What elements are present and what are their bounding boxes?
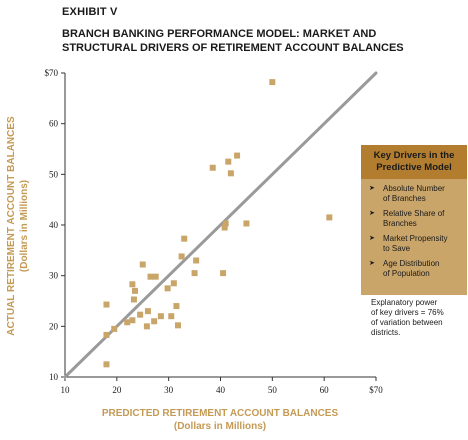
x-tick-label: 20 [112,385,122,395]
driver-item-line-2: to Save [383,243,411,253]
explanatory-note: Explanatory power of key drivers = 76% o… [371,298,466,338]
driver-item-line-2: Branches [383,218,417,228]
key-drivers-box: Key Drivers in the Predictive Model ➤ Abs… [361,145,467,295]
x-axis-label-line-2: (Dollars in Millions) [174,421,266,432]
driver-item-line-2: of Branches [383,193,426,203]
data-point [151,318,158,325]
data-point [178,253,185,260]
data-point [326,214,333,221]
y-tick-label: $70 [45,68,59,78]
driver-item-line-1: Relative Share of [383,209,445,218]
driver-item: ➤ Age Distribution of Population [369,259,463,278]
y-tick-label: 20 [49,321,59,331]
y-axis-label-line-1: ACTUAL RETIREMENT ACCOUNT BALANCES [6,116,17,336]
data-point [173,303,180,310]
x-tick-label: 50 [268,385,278,395]
x-axis-label-line-1: PREDICTED RETIREMENT ACCOUNT BALANCES [102,408,339,419]
data-point [111,325,118,332]
y-tick-label: 50 [49,169,59,179]
driver-item: ➤ Relative Share of Branches [369,209,463,228]
y-tick-label: 40 [49,220,59,230]
data-point [147,273,154,280]
key-drivers-heading-line-2: Predictive Model [376,162,452,173]
data-point [222,220,229,227]
x-tick-label: 30 [164,385,174,395]
data-point [225,158,232,165]
data-point [209,164,216,171]
data-point [193,257,200,264]
chart-title: BRANCH BANKING PERFORMANCE MODEL: MARKET… [62,27,462,55]
driver-item-line-2: of Population [383,268,430,278]
data-point [103,301,110,308]
data-point [168,313,175,320]
driver-item: ➤ Absolute Number of Branches [369,184,463,203]
data-point [139,261,146,268]
x-tick-label: 10 [61,385,71,395]
driver-item: ➤ Market Propensity to Save [369,234,463,253]
data-point [220,270,227,277]
x-tick-label: $70 [369,385,383,395]
data-point [131,287,138,294]
arrow-icon: ➤ [369,260,375,267]
data-point [129,281,136,288]
data-point [124,319,131,326]
data-points [103,79,333,368]
data-point [157,313,164,320]
data-point [170,280,177,287]
data-point [129,317,136,324]
data-point [243,220,250,227]
data-point [137,311,144,318]
chart-axes [61,72,377,381]
data-point [269,79,276,86]
x-tick-label: 40 [216,385,226,395]
data-point [103,331,110,338]
data-point [221,224,228,231]
key-drivers-heading-line-1: Key Drivers in the [373,150,455,161]
arrow-icon: ➤ [369,185,375,192]
y-tick-label: 30 [49,271,59,281]
driver-item-line-1: Age Distribution [383,259,440,268]
data-point [191,270,198,277]
driver-item-line-1: Market Propensity [383,234,448,243]
note-line-2: of key drivers = 76% [371,308,444,317]
chart-title-line-2: STRUCTURAL DRIVERS OF RETIREMENT ACCOUNT… [62,42,404,54]
data-point [234,152,241,159]
data-point [103,361,110,368]
data-point [174,322,181,329]
data-point [164,285,171,292]
note-line-1: Explanatory power [371,298,438,307]
data-point [152,273,159,280]
data-point [143,323,150,330]
note-line-3: of variation between [371,318,443,327]
data-point [227,170,234,177]
note-line-4: districts. [371,328,401,337]
data-point [144,308,151,315]
y-tick-label: 10 [49,372,59,382]
driver-item-line-1: Absolute Number [383,184,445,193]
exhibit-label: EXHIBIT V [62,6,118,18]
data-point [181,235,188,242]
arrow-icon: ➤ [369,210,375,217]
y-axis-label-line-2: (Dollars in Millions) [19,180,30,272]
chart-title-line-1: BRANCH BANKING PERFORMANCE MODEL: MARKET… [62,28,377,40]
y-tick-label: 60 [49,119,59,129]
x-tick-label: 60 [320,385,330,395]
data-point [130,296,137,303]
arrow-icon: ➤ [369,235,375,242]
key-drivers-heading: Key Drivers in the Predictive Model [361,145,467,179]
key-drivers-list: ➤ Absolute Number of Branches ➤ Relative Sh… [361,184,467,278]
